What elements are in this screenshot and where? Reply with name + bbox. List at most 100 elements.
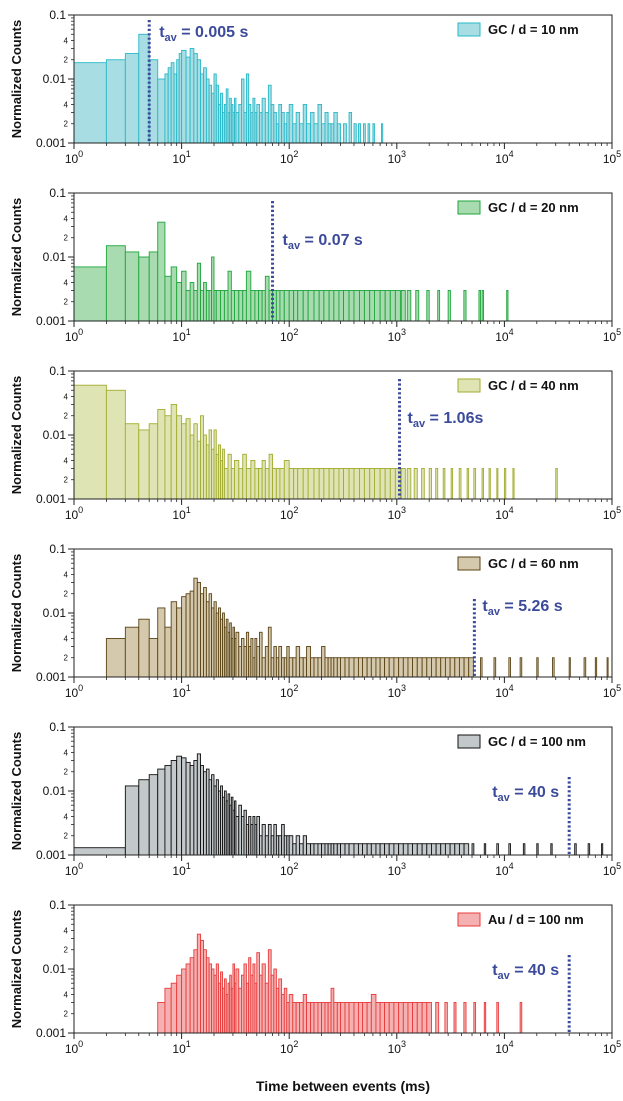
bar <box>353 468 360 500</box>
bar <box>176 607 183 678</box>
y-tick-label: 0.001 <box>36 1026 66 1040</box>
bar <box>357 1002 363 1034</box>
bar <box>463 1002 467 1034</box>
legend-label: GC / d = 20 nm <box>488 200 579 215</box>
bar <box>292 1002 297 1034</box>
bar <box>227 270 232 322</box>
bar <box>394 290 401 322</box>
bar <box>299 123 304 144</box>
bar <box>458 843 465 856</box>
bar-series <box>73 33 384 144</box>
bar <box>468 657 474 678</box>
bar <box>328 468 335 500</box>
bar <box>138 33 150 144</box>
bar <box>503 468 507 500</box>
bar <box>164 73 169 144</box>
bar <box>458 657 465 678</box>
bar <box>379 468 386 500</box>
bar <box>343 123 347 144</box>
bar <box>568 657 571 678</box>
bar <box>536 657 539 678</box>
bar <box>393 1002 400 1034</box>
bar <box>164 987 172 1034</box>
bar <box>196 753 201 856</box>
panel-5: Normalized Counts 100 101 102 103 104 105 0.001… <box>9 720 621 878</box>
bar <box>379 1002 386 1034</box>
x-tick-label: 101 <box>172 1039 190 1056</box>
bar <box>230 468 235 500</box>
bar <box>105 245 126 322</box>
bar <box>293 290 299 322</box>
x-tick-label: 101 <box>172 149 190 166</box>
legend-swatch <box>457 22 481 37</box>
bar <box>478 290 481 322</box>
y-tick-label: 0.01 <box>43 784 67 798</box>
bar <box>105 389 126 500</box>
bar <box>359 468 365 500</box>
bar <box>220 290 225 322</box>
bar <box>164 275 172 322</box>
bar <box>338 468 345 500</box>
bar <box>375 1002 381 1034</box>
bar <box>295 646 301 678</box>
bar <box>124 251 140 322</box>
panel-2: Normalized Counts 100 101 102 103 104 105 0.001… <box>9 186 621 344</box>
bar <box>164 415 172 500</box>
bar <box>227 453 232 500</box>
bar <box>215 290 221 322</box>
y-minor-tick-label: 2 <box>64 56 69 65</box>
bar <box>363 123 366 144</box>
bar <box>370 657 377 678</box>
bar <box>288 290 295 322</box>
bar <box>196 59 201 144</box>
x-tick-label: 103 <box>388 149 406 166</box>
bar <box>366 843 372 856</box>
bar <box>258 290 263 322</box>
bar <box>389 290 396 322</box>
bar <box>357 123 361 144</box>
bar <box>522 843 526 856</box>
bar <box>453 1002 457 1034</box>
bar <box>333 1002 338 1034</box>
bar <box>295 1002 301 1034</box>
x-tick-label: 104 <box>495 149 513 166</box>
bar <box>388 1002 395 1034</box>
bar <box>321 123 326 144</box>
bar <box>238 468 244 500</box>
bar <box>279 468 285 500</box>
bar <box>449 843 456 856</box>
bar <box>324 1002 329 1034</box>
y-minor-tick-label: 4 <box>64 990 69 999</box>
bar <box>164 626 172 678</box>
bar <box>416 1002 423 1034</box>
legend-label: Au / d = 100 nm <box>488 912 584 927</box>
y-tick-label: 0.1 <box>49 542 66 556</box>
bar <box>196 933 201 1034</box>
bar <box>261 460 266 500</box>
average-time-label: tav = 5.26 s <box>482 598 562 618</box>
y-tick-label: 0.001 <box>36 492 66 506</box>
legend-swatch <box>457 912 481 927</box>
bar-series <box>73 384 558 500</box>
legend-swatch <box>457 200 481 215</box>
bar <box>297 468 304 500</box>
y-minor-tick-label: 4 <box>64 214 69 223</box>
average-time-label: tav = 40 s <box>492 962 559 982</box>
bar <box>310 1002 315 1034</box>
y-minor-tick-label: 2 <box>64 946 69 955</box>
bar <box>321 1002 326 1034</box>
bar <box>275 468 281 500</box>
x-tick-label: 102 <box>280 861 298 878</box>
y-minor-tick-label: 2 <box>64 1010 69 1019</box>
bar <box>185 418 191 500</box>
bar <box>428 468 432 500</box>
bar <box>317 104 323 144</box>
bar <box>508 657 511 678</box>
bar <box>471 843 475 856</box>
bar-series <box>157 933 523 1034</box>
bar <box>362 843 368 856</box>
bar <box>336 1002 341 1034</box>
bar <box>574 843 577 856</box>
bar <box>366 1002 372 1034</box>
